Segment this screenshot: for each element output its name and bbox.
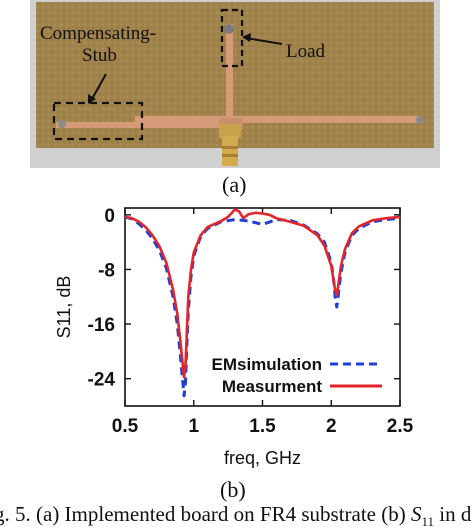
load-arrow bbox=[245, 37, 283, 45]
stub-label-line1: Compensating- bbox=[40, 23, 157, 44]
figure-caption: g. 5. (a) Implemented board on FR4 subst… bbox=[0, 502, 471, 530]
stub-end-screw bbox=[58, 120, 66, 128]
x-tick-label: 1.5 bbox=[249, 416, 276, 437]
sma-thread bbox=[222, 146, 238, 149]
subfigure-a-label: (a) bbox=[222, 172, 247, 197]
legend-label: Measurment bbox=[222, 377, 322, 396]
y-tick-label: -16 bbox=[88, 315, 115, 336]
load-label: Load bbox=[286, 41, 326, 62]
load-trace bbox=[226, 24, 233, 124]
s11-chart: 0.5 1 1.5 2 2.5 0 -8 -16 -24 freq, GHz S11, dB EMs… bbox=[54, 206, 414, 468]
x-tick-label: 2.5 bbox=[387, 416, 414, 437]
sma-thread-2 bbox=[222, 154, 238, 157]
main-trace bbox=[135, 116, 420, 123]
stub-arrow bbox=[91, 73, 107, 100]
subfigure-b-label: (b) bbox=[220, 477, 246, 502]
y-tick-label: -8 bbox=[98, 260, 115, 281]
load-arrow-head bbox=[242, 33, 251, 42]
caption-symbol: S bbox=[411, 502, 422, 526]
load-highlight-box bbox=[220, 8, 244, 68]
x-axis-label: freq, GHz bbox=[224, 448, 301, 468]
x-tick-label: 2 bbox=[326, 416, 337, 437]
stub-label-line2: Stub bbox=[82, 45, 117, 66]
stub-highlight-box bbox=[52, 101, 144, 141]
caption-subscript: 11 bbox=[421, 514, 435, 530]
x-tick-label: 0.5 bbox=[112, 416, 139, 437]
y-axis-label: S11, dB bbox=[54, 276, 74, 339]
y-tick-label: 0 bbox=[104, 206, 115, 227]
board-photo bbox=[30, 0, 440, 168]
sma-flange bbox=[219, 124, 241, 138]
y-tick-label: -24 bbox=[88, 370, 116, 391]
x-tick-label: 1 bbox=[188, 416, 199, 437]
legend-label: EMsimulation bbox=[211, 355, 322, 374]
caption-text: g. 5. (a) Implemented board on FR4 subst… bbox=[0, 502, 411, 526]
caption-suffix: in d bbox=[434, 502, 472, 526]
stub-arrow-head bbox=[88, 94, 96, 104]
stub-trace bbox=[56, 122, 236, 128]
line-end-screw bbox=[416, 116, 424, 124]
load-resistor bbox=[224, 24, 234, 34]
sma-connector bbox=[222, 136, 238, 166]
series-line-measurment bbox=[124, 208, 401, 379]
